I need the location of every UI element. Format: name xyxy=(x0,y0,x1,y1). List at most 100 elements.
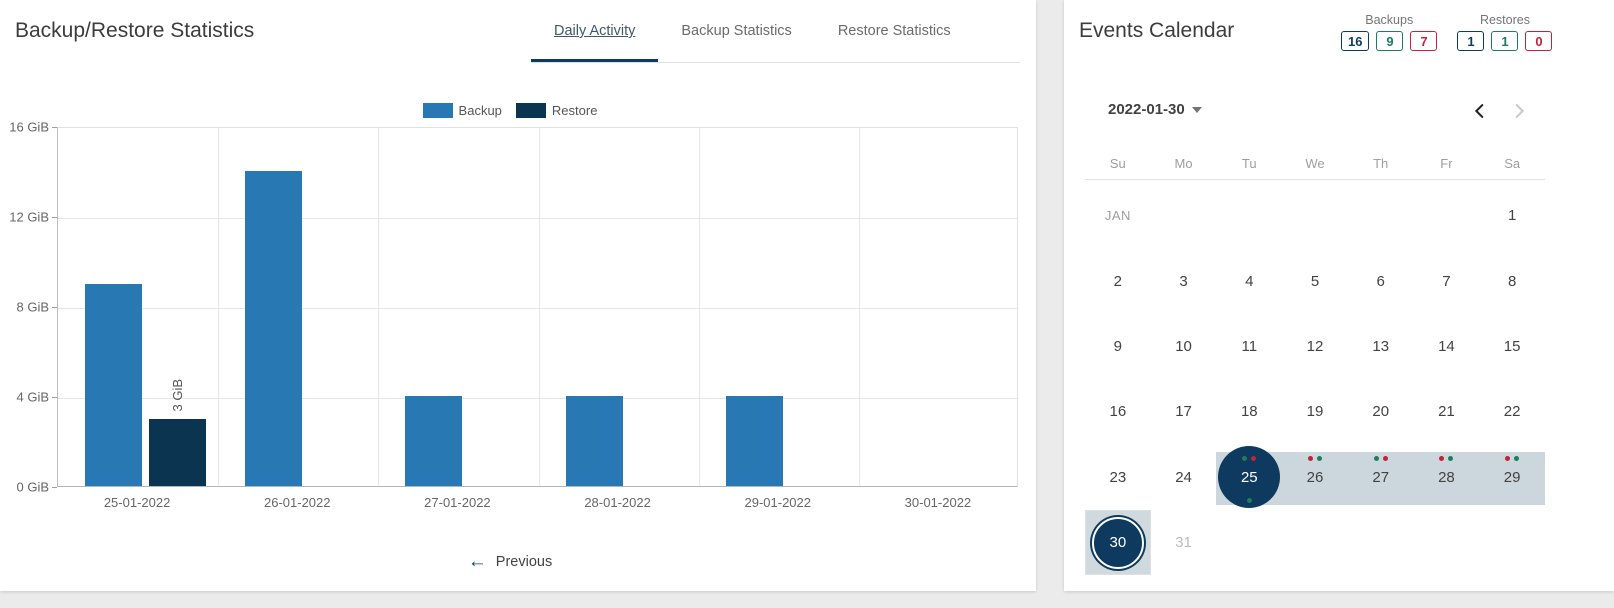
chart-plot-area: 3 GiB xyxy=(57,127,1018,487)
calendar-next-button[interactable] xyxy=(1505,97,1533,125)
count-badge: 0 xyxy=(1525,31,1553,51)
events-summary: Backups 16 9 7 Restores 1 1 0 xyxy=(1341,13,1553,51)
calendar-day-7[interactable]: 7 xyxy=(1414,248,1480,313)
calendar-day-16[interactable]: 16 xyxy=(1085,379,1151,444)
day-number: 25 xyxy=(1240,468,1258,486)
calendar-cell-empty xyxy=(1348,183,1414,248)
green-event-dot xyxy=(1373,455,1379,461)
events-calendar-title: Events Calendar xyxy=(1079,19,1235,42)
day-number: 28 xyxy=(1438,468,1455,486)
bar-backup-26-01-2022 xyxy=(245,171,303,486)
x-tick-label: 29-01-2022 xyxy=(744,495,812,510)
gridline-horizontal xyxy=(58,398,1017,399)
calendar-date-select[interactable]: 2022-01-30 xyxy=(1108,101,1202,118)
chevron-right-icon xyxy=(1515,104,1525,118)
x-tick-label: 28-01-2022 xyxy=(584,495,651,510)
calendar-day-13[interactable]: 13 xyxy=(1348,314,1414,379)
legend-item-restore[interactable]: Restore xyxy=(515,103,598,118)
tab-backup-statistics[interactable]: Backup Statistics xyxy=(681,23,792,39)
y-tick-mark xyxy=(52,487,57,488)
calendar-day-18[interactable]: 18 xyxy=(1216,379,1282,444)
y-tick-mark xyxy=(52,307,57,308)
bar-value-label: 3 GiB xyxy=(169,378,185,412)
event-dots xyxy=(1479,455,1545,461)
previous-button-label: Previous xyxy=(495,553,553,570)
previous-button[interactable]: ← Previous xyxy=(0,552,1020,571)
legend-item-backup[interactable]: Backup xyxy=(422,103,502,118)
calendar-day-21[interactable]: 21 xyxy=(1414,379,1480,444)
green-event-dot xyxy=(1242,455,1248,461)
calendar-cell-empty xyxy=(1414,183,1480,248)
gridline-vertical xyxy=(538,128,540,486)
calendar-grid: JAN 1 2 3 4 5 6 7 8 9 10 11 12 13 14 15 16 17 18 19 20 21 22 23… xyxy=(1085,183,1545,576)
calendar-day-12[interactable]: 12 xyxy=(1282,314,1348,379)
calendar-day-5[interactable]: 5 xyxy=(1282,248,1348,313)
calendar-day-30[interactable]: 30 xyxy=(1085,509,1151,576)
day-number: 6 xyxy=(1376,272,1385,290)
selected-day-circle xyxy=(1218,446,1281,509)
summary-group-backups: Backups 16 9 7 xyxy=(1341,13,1438,51)
calendar-day-23[interactable]: 23 xyxy=(1085,445,1151,510)
y-tick-mark xyxy=(52,217,57,218)
x-tick-label: 25-01-2022 xyxy=(103,495,171,510)
legend-swatch-backup xyxy=(422,103,453,118)
gridline-vertical xyxy=(698,128,700,486)
green-event-dot xyxy=(1448,455,1454,461)
calendar-day-10[interactable]: 10 xyxy=(1151,314,1217,379)
event-dots xyxy=(1414,455,1480,461)
day-number: 5 xyxy=(1310,272,1320,290)
day-number: 20 xyxy=(1372,403,1390,421)
legend-label: Backup xyxy=(458,103,502,118)
y-tick-label: 4 GiB xyxy=(16,389,49,405)
calendar-day-8[interactable]: 8 xyxy=(1479,248,1545,313)
today-circle xyxy=(1091,516,1144,569)
day-number: 27 xyxy=(1372,468,1390,486)
calendar-day-26[interactable]: 26 xyxy=(1282,445,1348,510)
calendar-day-1[interactable]: 1 xyxy=(1479,183,1545,248)
calendar-day-25[interactable]: 25 xyxy=(1216,445,1282,510)
calendar-day-6[interactable]: 6 xyxy=(1348,248,1414,313)
day-number: 17 xyxy=(1175,403,1192,421)
calendar-day-22[interactable]: 22 xyxy=(1479,379,1545,444)
day-number: 8 xyxy=(1507,272,1517,290)
calendar-day-28[interactable]: 28 xyxy=(1413,445,1480,510)
day-number: 22 xyxy=(1503,403,1521,421)
calendar-day-2[interactable]: 2 xyxy=(1085,248,1151,313)
calendar-previous-button[interactable] xyxy=(1466,97,1494,125)
calendar-day-29[interactable]: 29 xyxy=(1479,445,1545,510)
calendar-day-19[interactable]: 19 xyxy=(1282,379,1348,444)
count-badge: 1 xyxy=(1457,31,1485,51)
calendar-cell-empty xyxy=(1282,510,1348,575)
calendar-day-27[interactable]: 27 xyxy=(1347,445,1414,510)
calendar-day-31[interactable]: 31 xyxy=(1151,510,1217,575)
y-tick-label: 8 GiB xyxy=(16,299,49,315)
calendar-day-9[interactable]: 9 xyxy=(1085,314,1151,379)
legend-label: Restore xyxy=(551,103,598,118)
calendar-day-15[interactable]: 15 xyxy=(1479,314,1545,379)
calendar-day-4[interactable]: 4 xyxy=(1216,248,1282,313)
backup-restore-statistics-panel: Backup/Restore Statistics Daily Activity… xyxy=(0,0,1036,591)
tab-daily-activity[interactable]: Daily Activity xyxy=(531,0,658,62)
weekday-label-mo: Mo xyxy=(1174,156,1193,171)
calendar-day-3[interactable]: 3 xyxy=(1151,248,1217,313)
tab-restore-statistics[interactable]: Restore Statistics xyxy=(837,23,951,39)
bar-backup-27-01-2022 xyxy=(405,396,463,486)
calendar-day-24[interactable]: 24 xyxy=(1151,445,1217,510)
weekday-label-th: Th xyxy=(1373,156,1389,171)
calendar-day-11[interactable]: 11 xyxy=(1216,314,1282,379)
calendar-day-14[interactable]: 14 xyxy=(1414,314,1480,379)
bar-restore-25-01-2022 xyxy=(149,418,206,486)
calendar-day-20[interactable]: 20 xyxy=(1348,379,1414,444)
day-number: 21 xyxy=(1438,403,1455,421)
y-tick-mark xyxy=(52,397,57,398)
bar-backup-28-01-2022 xyxy=(565,396,623,486)
count-badge: 9 xyxy=(1376,31,1404,51)
weekday-label-fr: Fr xyxy=(1440,156,1453,171)
event-dots xyxy=(1216,497,1282,503)
day-number: 31 xyxy=(1175,534,1192,552)
count-badge: 7 xyxy=(1410,31,1438,51)
red-event-dot xyxy=(1251,455,1257,461)
calendar-day-17[interactable]: 17 xyxy=(1151,379,1217,444)
calendar-cell-empty xyxy=(1479,510,1545,575)
